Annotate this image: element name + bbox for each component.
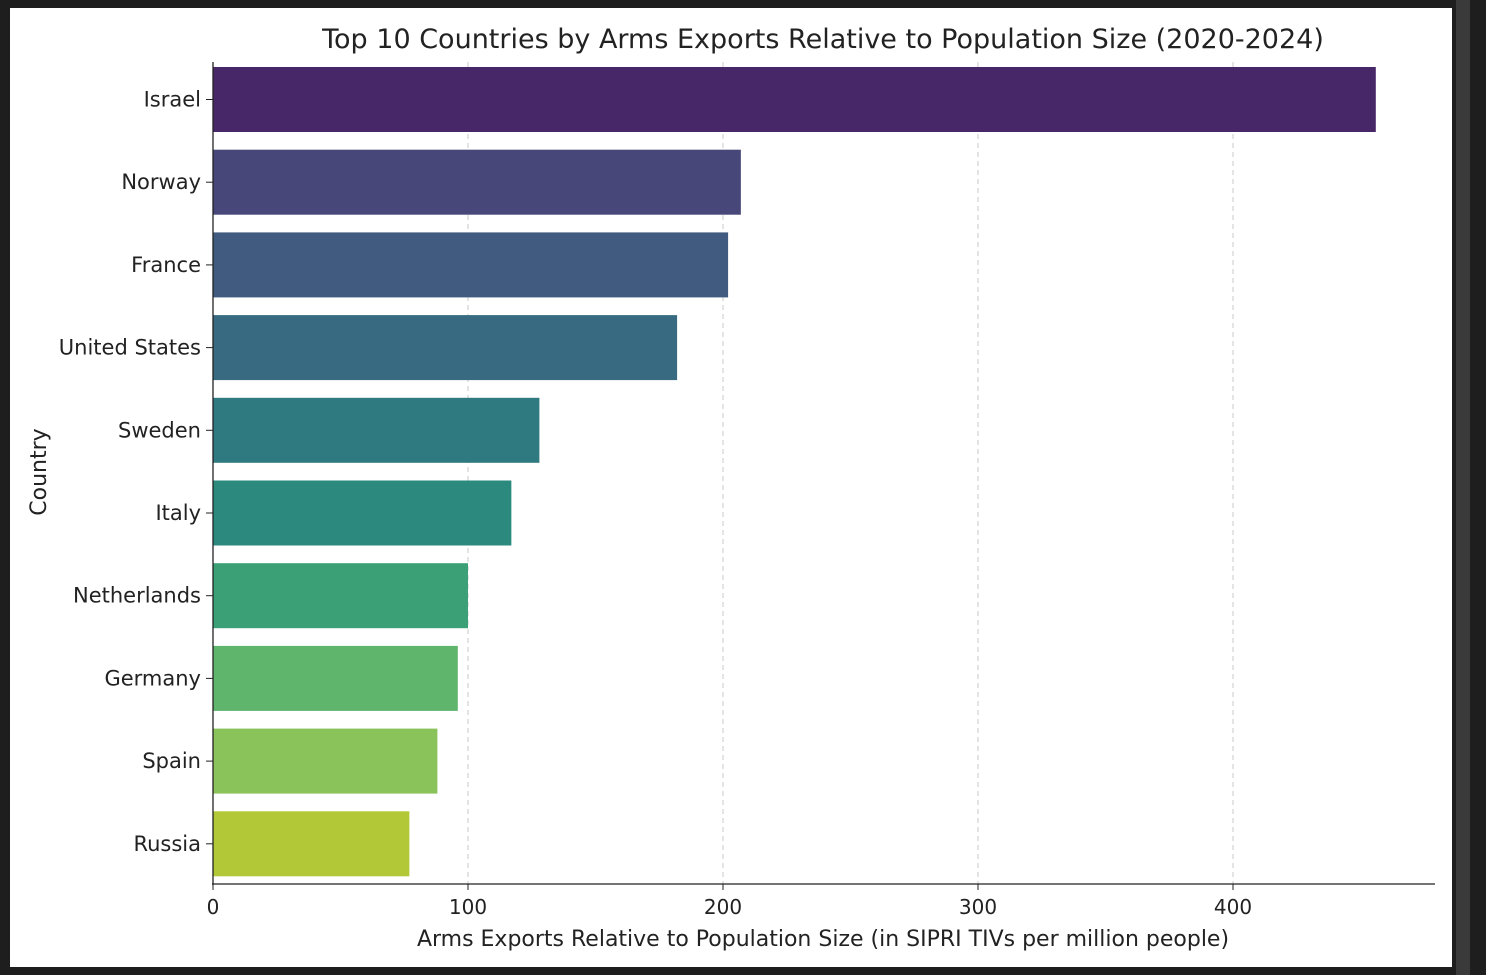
y-tick-label: Italy	[155, 501, 201, 525]
x-tick-label: 400	[1214, 895, 1252, 919]
y-tick-label: Spain	[142, 749, 201, 773]
bar-france	[213, 232, 729, 298]
y-tick-label: France	[131, 253, 201, 277]
bar-sweden	[213, 397, 540, 463]
y-tick-label: Russia	[133, 832, 201, 856]
x-axis-label: Arms Exports Relative to Population Size…	[417, 927, 1229, 952]
y-tick-label: Netherlands	[73, 584, 201, 608]
x-tick-label: 300	[959, 895, 997, 919]
y-tick-label: Sweden	[118, 418, 201, 442]
window-edge	[1456, 0, 1470, 975]
bar-norway	[213, 149, 741, 215]
x-axis-ticks: 0 100 200 300 400	[207, 884, 1252, 919]
bar-italy	[213, 480, 512, 546]
y-axis-ticks: Israel Norway France United States Sweden Ita…	[59, 88, 213, 856]
bar-netherlands	[213, 563, 468, 629]
y-tick-label: Germany	[104, 666, 201, 690]
y-tick-label: United States	[59, 336, 201, 360]
bar-germany	[213, 645, 458, 711]
chart-title: Top 10 Countries by Arms Exports Relativ…	[321, 24, 1324, 55]
bar-spain	[213, 728, 438, 794]
y-tick-label: Norway	[121, 170, 201, 194]
x-tick-label: 100	[449, 895, 487, 919]
x-tick-label: 200	[704, 895, 742, 919]
y-tick-label: Israel	[144, 88, 201, 112]
bar-israel	[213, 67, 1376, 132]
x-tick-label: 0	[207, 895, 220, 919]
y-axis-label: Country	[27, 428, 52, 515]
bars	[213, 67, 1376, 877]
bar-russia	[213, 811, 410, 877]
bar-united-states	[213, 315, 678, 381]
